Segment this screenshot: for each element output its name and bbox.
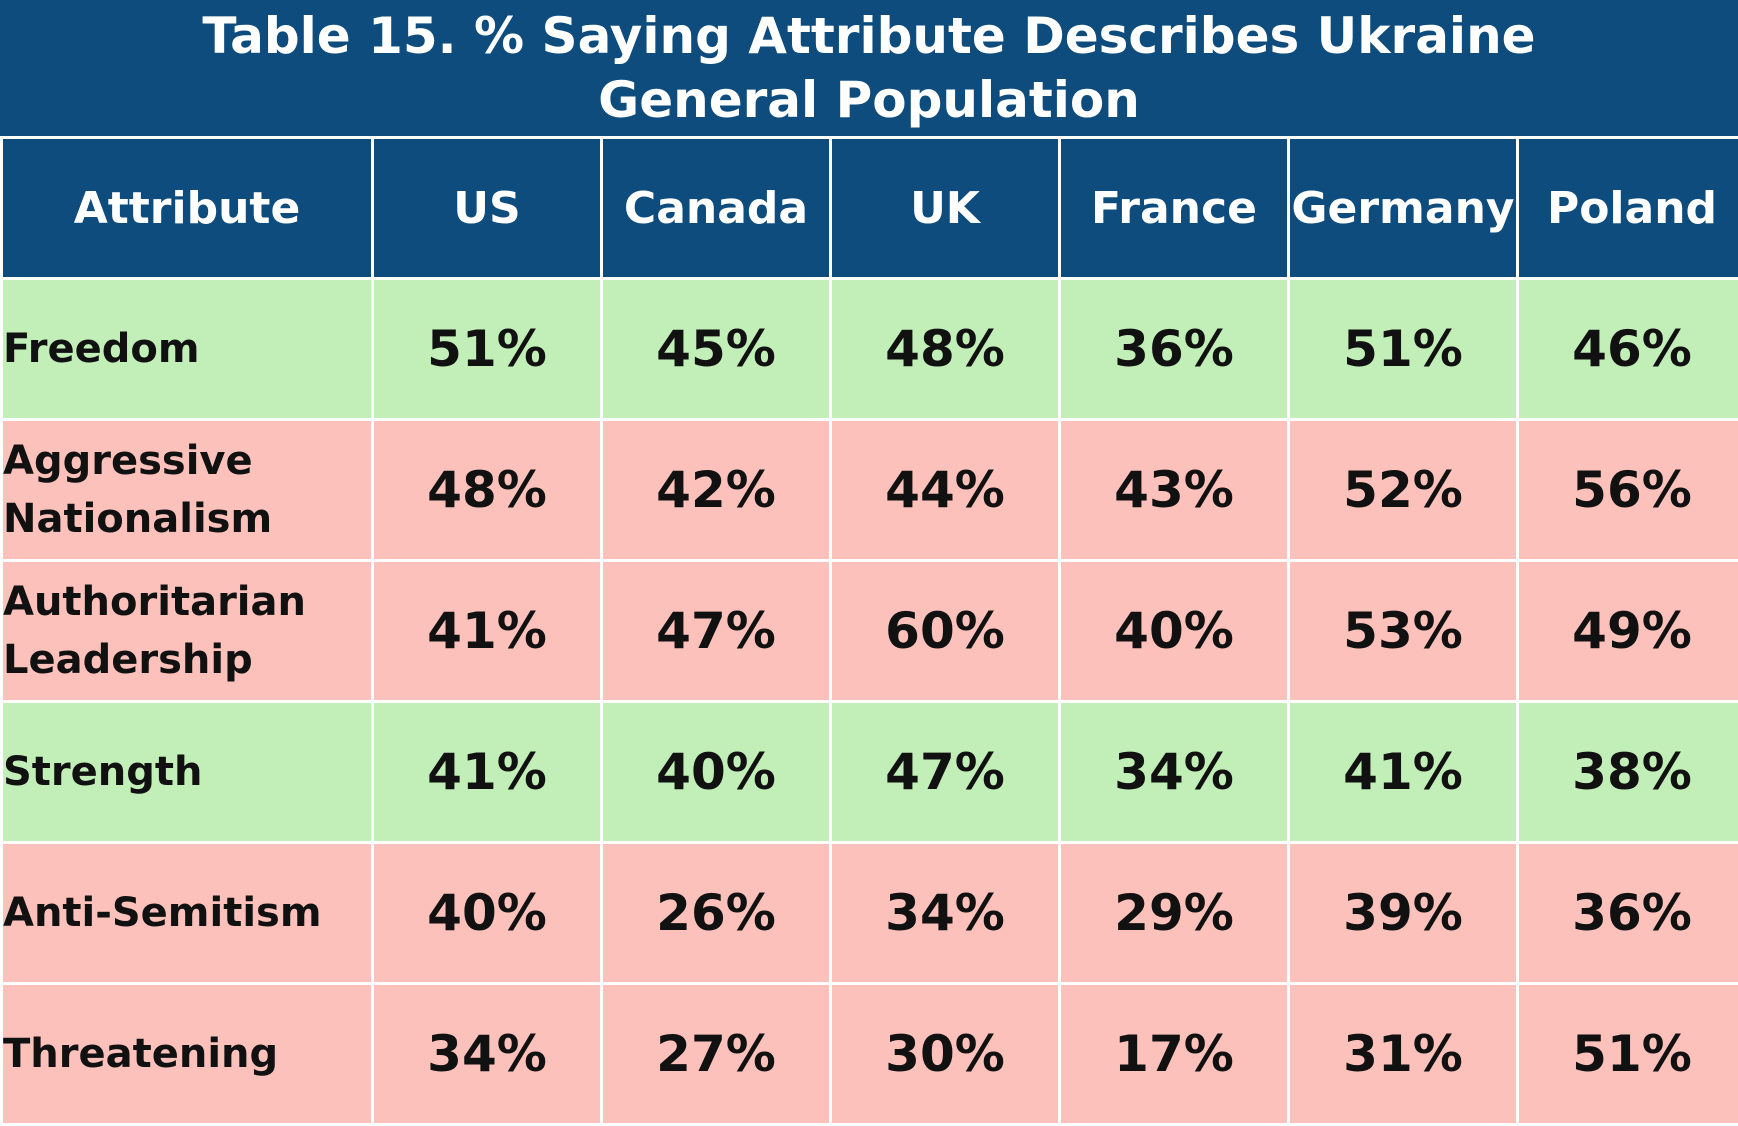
data-cell: 34%	[373, 984, 602, 1125]
table-row-freedom: Freedom 51% 45% 48% 36% 51% 46%	[2, 279, 1738, 420]
header-row: Attribute US Canada UK France Germany Po…	[2, 138, 1738, 279]
table-row-aggressive-nationalism: Aggressive Nationalism 48% 42% 44% 43% 5…	[2, 420, 1738, 561]
data-cell: 41%	[373, 561, 602, 702]
data-cell: 42%	[602, 420, 831, 561]
data-cell: 29%	[1060, 843, 1289, 984]
column-header-germany: Germany	[1289, 138, 1518, 279]
column-header-attribute: Attribute	[2, 138, 373, 279]
column-header-poland: Poland	[1518, 138, 1738, 279]
data-cell: 30%	[831, 984, 1060, 1125]
data-cell: 56%	[1518, 420, 1738, 561]
row-label: Freedom	[2, 279, 373, 420]
data-cell: 46%	[1518, 279, 1738, 420]
data-cell: 27%	[602, 984, 831, 1125]
data-cell: 51%	[373, 279, 602, 420]
table-row-strength: Strength 41% 40% 47% 34% 41% 38%	[2, 702, 1738, 843]
table-row-threatening: Threatening 34% 27% 30% 17% 31% 51%	[2, 984, 1738, 1125]
data-cell: 47%	[602, 561, 831, 702]
data-cell: 48%	[373, 420, 602, 561]
table-row-authoritarian-leadership: Authoritarian Leadership 41% 47% 60% 40%…	[2, 561, 1738, 702]
data-cell: 34%	[1060, 702, 1289, 843]
data-cell: 51%	[1289, 279, 1518, 420]
data-cell: 40%	[1060, 561, 1289, 702]
data-cell: 26%	[602, 843, 831, 984]
data-cell: 41%	[373, 702, 602, 843]
data-cell: 38%	[1518, 702, 1738, 843]
data-cell: 40%	[373, 843, 602, 984]
data-cell: 43%	[1060, 420, 1289, 561]
column-header-canada: Canada	[602, 138, 831, 279]
data-cell: 60%	[831, 561, 1060, 702]
data-cell: 45%	[602, 279, 831, 420]
column-header-france: France	[1060, 138, 1289, 279]
data-cell: 17%	[1060, 984, 1289, 1125]
row-label: Strength	[2, 702, 373, 843]
data-cell: 47%	[831, 702, 1060, 843]
data-cell: 41%	[1289, 702, 1518, 843]
data-cell: 53%	[1289, 561, 1518, 702]
row-label: Threatening	[2, 984, 373, 1125]
table-figure: Table 15. % Saying Attribute Describes U…	[0, 0, 1738, 1098]
data-cell: 31%	[1289, 984, 1518, 1125]
data-cell: 52%	[1289, 420, 1518, 561]
data-cell: 44%	[831, 420, 1060, 561]
title-banner: Table 15. % Saying Attribute Describes U…	[0, 0, 1738, 136]
table-title: Table 15. % Saying Attribute Describes U…	[202, 4, 1535, 68]
row-label: Authoritarian Leadership	[2, 561, 373, 702]
data-table: Attribute US Canada UK France Germany Po…	[0, 136, 1738, 1126]
data-cell: 48%	[831, 279, 1060, 420]
table-subtitle: General Population	[598, 68, 1140, 132]
data-cell: 34%	[831, 843, 1060, 984]
data-cell: 49%	[1518, 561, 1738, 702]
column-header-uk: UK	[831, 138, 1060, 279]
table-row-anti-semitism: Anti-Semitism 40% 26% 34% 29% 39% 36%	[2, 843, 1738, 984]
data-cell: 39%	[1289, 843, 1518, 984]
row-label: Anti-Semitism	[2, 843, 373, 984]
column-header-us: US	[373, 138, 602, 279]
row-label: Aggressive Nationalism	[2, 420, 373, 561]
data-cell: 36%	[1518, 843, 1738, 984]
data-cell: 51%	[1518, 984, 1738, 1125]
data-cell: 40%	[602, 702, 831, 843]
data-cell: 36%	[1060, 279, 1289, 420]
